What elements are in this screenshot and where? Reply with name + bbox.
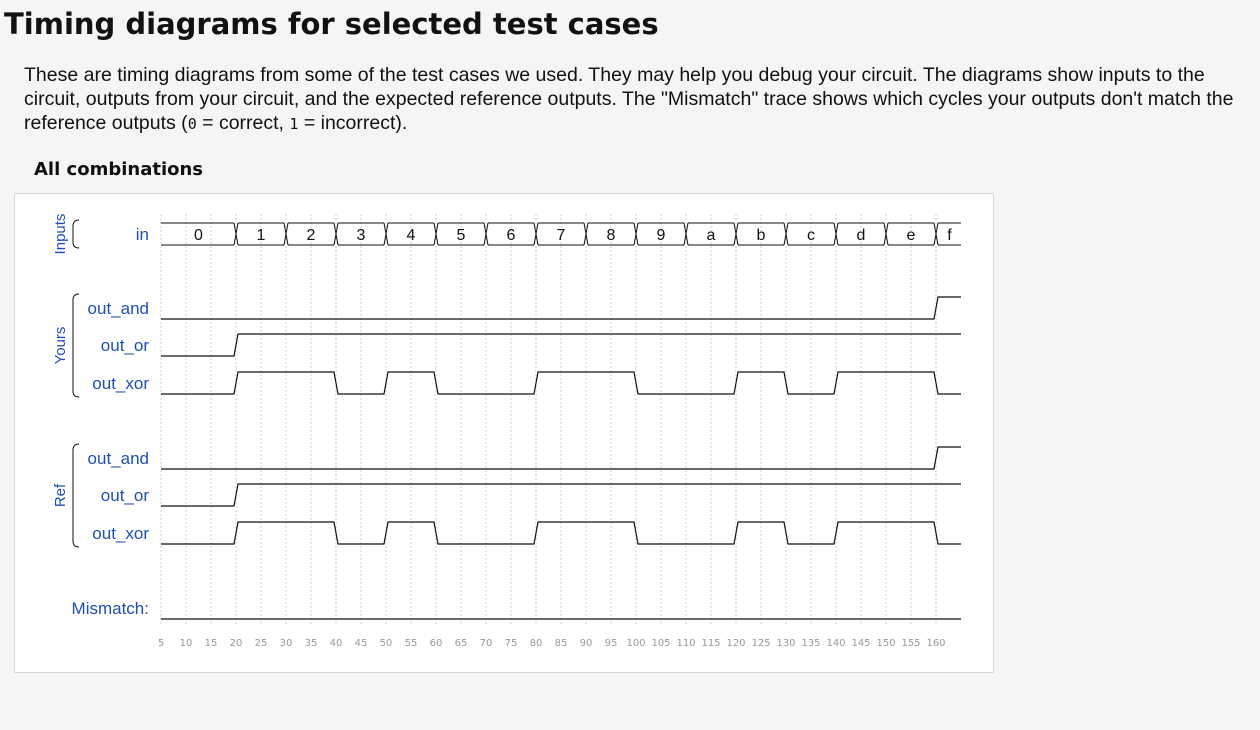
bus-value-label: 8 [607,227,616,244]
signal-label: out_or [101,486,150,505]
time-tick-label: 25 [255,638,268,649]
time-tick-label: 120 [726,638,745,649]
bus-transition [833,222,839,246]
bus-transition [783,222,789,246]
signal-label: in [136,225,149,244]
group-label: Yours [52,327,69,365]
time-tick-label: 65 [455,638,468,649]
time-tick-label: 35 [305,638,318,649]
group-bracket [72,293,80,398]
signal-label: out_and [88,299,149,318]
bus-transition [683,222,689,246]
bus-transition [933,222,939,246]
time-tick-label: 10 [180,638,193,649]
bus-value-label: 6 [507,227,516,244]
incorrect-code: 1 [289,115,299,133]
time-tick-label: 50 [380,638,393,649]
correct-code: 0 [187,115,197,133]
bus-transition [283,222,289,246]
signal-label: out_or [101,336,150,355]
signal-label: out_and [88,449,149,468]
time-tick-label: 55 [405,638,418,649]
bus-value-label: 4 [407,227,416,244]
time-tick-label: 150 [876,638,895,649]
group-label: Inputs [52,214,69,255]
bus-value-label: d [857,227,866,244]
signal-label: Mismatch: [72,599,149,618]
time-tick-label: 140 [826,638,845,649]
signal-trace [161,333,961,357]
bus-transition [533,222,539,246]
signal-trace [161,371,961,395]
group-bracket [72,443,80,548]
description-part-2: = correct, [196,112,290,134]
time-tick-label: 40 [330,638,343,649]
description-part-3: = incorrect). [298,112,408,134]
time-tick-label: 160 [926,638,945,649]
page-title: Timing diagrams for selected test cases [4,7,659,41]
bus-transition [883,222,889,246]
description-part-1: These are timing diagrams from some of t… [24,64,1234,134]
signal-trace [161,296,961,320]
bus-transition [733,222,739,246]
bus-value-label: c [807,227,815,244]
time-tick-label: 125 [751,638,770,649]
signal-trace [161,521,961,545]
time-tick-label: 30 [280,638,293,649]
time-tick-label: 5 [158,638,164,649]
signal-trace [161,446,961,470]
time-tick-label: 145 [851,638,870,649]
bus-transition [383,222,389,246]
time-tick-label: 95 [605,638,618,649]
time-tick-label: 110 [676,638,695,649]
bus-value-label: b [757,227,766,244]
time-tick-label: 15 [205,638,218,649]
time-tick-label: 130 [776,638,795,649]
time-tick-label: 80 [530,638,543,649]
bus-value-label: 1 [257,227,266,244]
time-tick-label: 105 [651,638,670,649]
bus-value-label: 9 [657,227,666,244]
bus-value-label: 3 [357,227,366,244]
time-tick-label: 155 [901,638,920,649]
bus-transition [333,222,339,246]
bus-value-label: 5 [457,227,466,244]
bus-value-label: f [947,227,952,244]
time-tick-label: 70 [480,638,493,649]
time-tick-label: 135 [801,638,820,649]
bus-value-label: a [707,227,716,244]
description-text: These are timing diagrams from some of t… [24,63,1258,136]
bus-value-label: 7 [557,227,566,244]
bus-value-label: 0 [194,227,203,244]
signal-trace [161,483,961,507]
time-tick-label: 45 [355,638,368,649]
section-title: All combinations [34,159,204,180]
time-tick-label: 60 [430,638,443,649]
group-label: Ref [52,483,69,507]
signal-label: out_xor [92,374,149,393]
time-tick-label: 115 [701,638,720,649]
time-tick-label: 20 [230,638,243,649]
bus-transition [583,222,589,246]
timing-diagram: 5 10 15 20 25 30 35 40 45 50 55 60 65 70 75 80 85 90 95 100… [52,214,961,649]
signal-label: out_xor [92,524,149,543]
group-bracket [72,219,80,249]
time-tick-label: 75 [505,638,518,649]
timing-diagram-panel: 5 10 15 20 25 30 35 40 45 50 55 60 65 70 75 80 85 90 95 100… [14,193,994,673]
bus-transition [433,222,439,246]
bus-value-label: 2 [307,227,316,244]
bus-value-label: e [907,227,916,244]
bus-transition [483,222,489,246]
time-tick-label: 90 [580,638,593,649]
bus-transition [633,222,639,246]
time-tick-label: 100 [626,638,645,649]
time-tick-label: 85 [555,638,568,649]
bus-transition [233,222,239,246]
